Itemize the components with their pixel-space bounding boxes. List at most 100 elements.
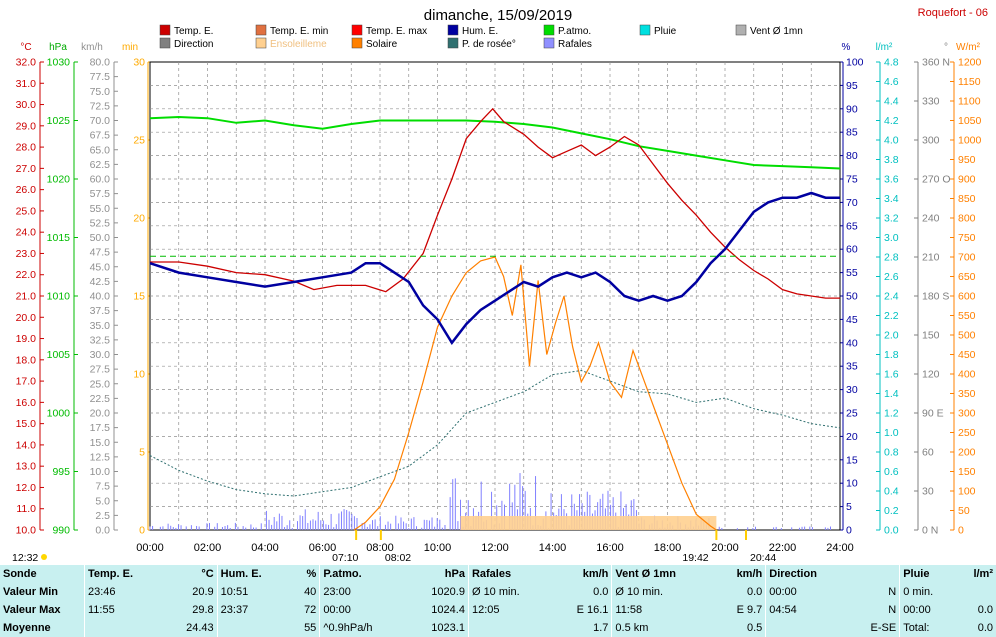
col-raf-unit: km/h bbox=[582, 568, 609, 580]
y-tick-label: 1100 bbox=[958, 96, 981, 108]
col-pluie: Pluie bbox=[899, 565, 957, 583]
y-tick-label: 1150 bbox=[958, 76, 981, 88]
y-tick-label: 32.0 bbox=[16, 57, 37, 69]
y-tick-label: 850 bbox=[958, 193, 976, 205]
y-tick-label: 350 bbox=[958, 388, 976, 400]
legend-swatch bbox=[735, 24, 747, 36]
y-tick-label: 50.0 bbox=[90, 232, 111, 244]
y-tick-label: 20 bbox=[133, 213, 145, 225]
legend-swatch bbox=[543, 24, 555, 36]
legend-swatch bbox=[159, 37, 171, 49]
legend-label: Temp. E. max bbox=[366, 26, 427, 37]
y-tick-label: 30 bbox=[846, 384, 858, 396]
y-tick-label: 3.4 bbox=[884, 193, 899, 205]
y-tick-label: 0 N bbox=[922, 525, 938, 537]
y-tick-label: 0.6 bbox=[884, 466, 899, 478]
y-tick-label: 25 bbox=[846, 408, 858, 420]
col-vent-unit: km/h bbox=[736, 568, 763, 580]
y-tick-label: 0.0 bbox=[95, 525, 110, 537]
y-tick-label: 67.5 bbox=[90, 130, 111, 142]
legend-label: Direction bbox=[174, 39, 213, 50]
y-tick-label: 270 O bbox=[922, 174, 951, 186]
y-tick-label: 10 bbox=[133, 369, 145, 381]
series-hum-e- bbox=[149, 191, 840, 345]
y-tick-label: 80 bbox=[846, 150, 858, 162]
sun-start-label: 12:32 bbox=[12, 552, 38, 564]
y-tick-label: 2.2 bbox=[884, 310, 899, 322]
y-tick-label: 95 bbox=[846, 80, 858, 92]
y-tick-label: 40.0 bbox=[90, 291, 111, 303]
y-tick-label: 0 bbox=[958, 525, 964, 537]
y-tick-label: 180 S bbox=[922, 291, 949, 303]
y-tick-label: 30 bbox=[133, 57, 145, 69]
y-tick-label: 0.4 bbox=[884, 486, 899, 498]
y-tick-label: 1.4 bbox=[884, 388, 899, 400]
y-tick-label: 210 bbox=[922, 252, 940, 264]
y-tick-label: 77.5 bbox=[90, 71, 111, 83]
y-tick-label: 1030 bbox=[47, 57, 71, 69]
axis-unit: ° bbox=[944, 42, 948, 53]
legend-label: Pluie bbox=[654, 26, 677, 37]
x-tick-label: 18:00 bbox=[654, 542, 682, 554]
axis-unit: % bbox=[842, 42, 851, 53]
y-tick-label: 27.5 bbox=[90, 364, 111, 376]
sun-time-label: 20:44 bbox=[750, 552, 776, 564]
chart-title: dimanche, 15/09/2019 bbox=[424, 7, 572, 24]
y-tick-label: 1005 bbox=[47, 349, 71, 361]
legend-swatch bbox=[639, 24, 651, 36]
sun-time-label: 08:02 bbox=[385, 552, 411, 564]
y-tick-label: 1020 bbox=[47, 174, 71, 186]
series-temp-e- bbox=[150, 107, 840, 299]
col-patm-unit: hPa bbox=[444, 568, 465, 580]
x-tick-label: 10:00 bbox=[424, 542, 452, 554]
y-tick-label: 1015 bbox=[47, 232, 71, 244]
sun-time-label: 19:42 bbox=[682, 552, 708, 564]
y-tick-label: 30 bbox=[922, 486, 934, 498]
y-tick-label: 31.0 bbox=[16, 78, 37, 90]
axis-unit: W/m² bbox=[956, 42, 981, 53]
y-tick-label: 800 bbox=[958, 213, 976, 225]
y-tick-label: 990 bbox=[52, 525, 70, 537]
y-tick-label: 10.0 bbox=[90, 466, 111, 478]
axis-unit: l/m² bbox=[876, 42, 893, 53]
y-tick-label: 57.5 bbox=[90, 188, 111, 200]
y-tick-label: 50 bbox=[958, 505, 970, 517]
y-tick-label: 35 bbox=[846, 361, 858, 373]
x-tick-label: 06:00 bbox=[309, 542, 337, 554]
y-tick-label: 950 bbox=[958, 154, 976, 166]
stats-row-min: Valeur Min 23:46 20.9 10:51 40 23:00 102… bbox=[0, 583, 996, 601]
y-tick-label: 300 bbox=[958, 408, 976, 420]
y-tick-label: 15.0 bbox=[16, 418, 37, 430]
legend-label: Hum. E. bbox=[462, 26, 498, 37]
y-tick-label: 12.0 bbox=[16, 482, 37, 494]
y-tick-label: 22.5 bbox=[90, 393, 111, 405]
col-hum: Hum. E. bbox=[216, 565, 291, 583]
y-tick-label: 70.0 bbox=[90, 115, 111, 127]
y-tick-label: 360 N bbox=[922, 57, 950, 69]
axis-units: °C hPa km/h min% l/m² ° W/m² bbox=[20, 42, 980, 53]
y-tick-label: 90 E bbox=[922, 408, 944, 420]
axis-unit: min bbox=[122, 42, 138, 53]
legend-swatch bbox=[255, 37, 267, 49]
y-tick-label: 5.0 bbox=[95, 495, 110, 507]
col-pluie-unit: l/m² bbox=[973, 568, 993, 580]
y-tick-label: 3.8 bbox=[884, 154, 899, 166]
y-tick-label: 45 bbox=[846, 314, 858, 326]
legend-swatch bbox=[255, 24, 267, 36]
sun-markers: 12:32 07:10 08:02 19:42 20:44 bbox=[12, 530, 776, 564]
y-tick-label: 65 bbox=[846, 220, 858, 232]
col-vent: Vent Ø 1mn bbox=[611, 565, 716, 583]
y-tick-label: 16.0 bbox=[16, 397, 37, 409]
y-tick-label: 330 bbox=[922, 96, 940, 108]
y-tick-label: 65.0 bbox=[90, 144, 111, 156]
y-tick-label: 21.0 bbox=[16, 291, 37, 303]
y-tick-label: 4.0 bbox=[884, 135, 899, 147]
y-tick-label: 60 bbox=[922, 447, 934, 459]
y-tick-label: 80.0 bbox=[90, 57, 111, 69]
stats-panel: Sonde Temp. E. °C Hum. E. % P.atmo. hPa … bbox=[0, 565, 996, 637]
x-tick-label: 08:00 bbox=[366, 542, 394, 554]
y-tick-label: 17.0 bbox=[16, 376, 37, 388]
y-tick-label: 70 bbox=[846, 197, 858, 209]
y-tick-label: 150 bbox=[958, 466, 976, 478]
y-tick-label: 2.5 bbox=[95, 510, 110, 522]
